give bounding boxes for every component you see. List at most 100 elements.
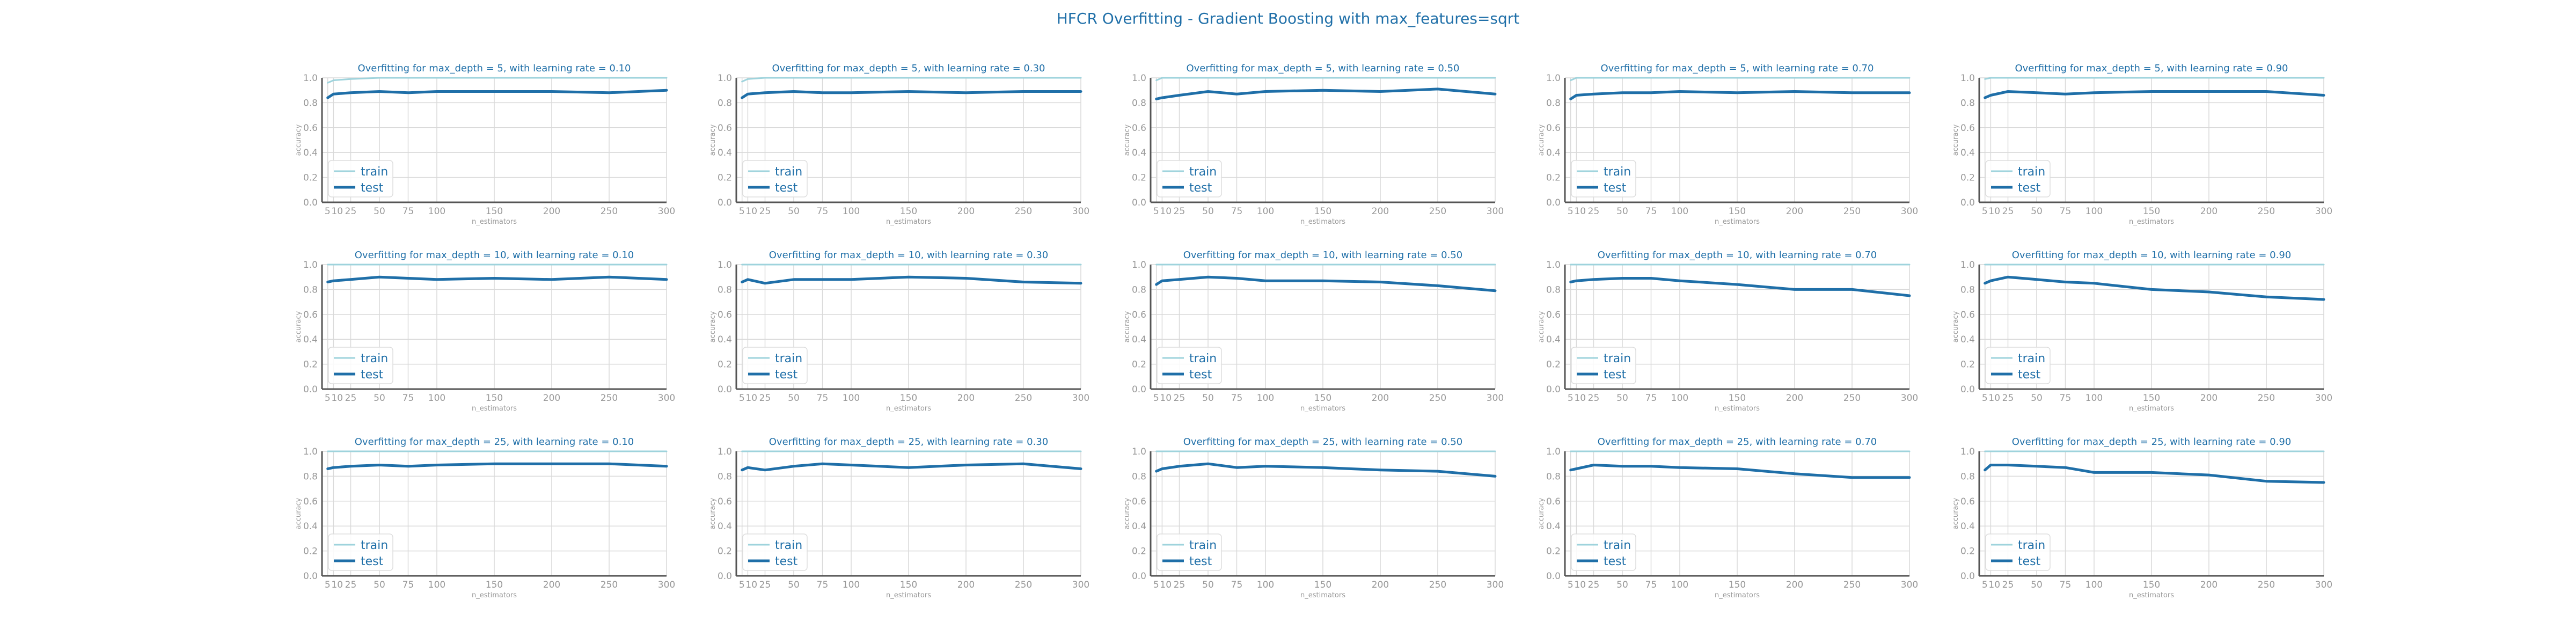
x-tick-label: 25 — [759, 206, 771, 217]
subplot-title: Overfitting for max_depth = 10, with lea… — [355, 250, 634, 261]
x-tick-label: 100 — [1257, 393, 1274, 404]
series-line-test — [1984, 90, 2325, 99]
x-tick-label: 50 — [788, 206, 800, 217]
x-tick-label: 10 — [1574, 393, 1586, 404]
x-tick-label: 5 — [325, 580, 331, 590]
x-tick-label: 100 — [1257, 206, 1274, 217]
x-tick-label: 10 — [745, 206, 757, 217]
y-tick-label: 0.2 — [1960, 173, 1975, 184]
x-tick-label: 300 — [2315, 580, 2332, 590]
y-tick-label: 0.8 — [1960, 284, 1975, 295]
y-tick-label: 0.8 — [718, 471, 732, 482]
series-line-test — [741, 90, 1082, 99]
subplot-9: 0.0 0.2 0.4 0.6 0.8 1.0 5 10 25 50 75 100 150 200 250 3… — [1538, 250, 1918, 413]
x-tick-label: 10 — [1988, 206, 2000, 217]
x-tick-label: 25 — [2002, 580, 2014, 590]
y-tick-label: 0.0 — [303, 384, 318, 395]
x-tick-label: 5 — [1568, 206, 1574, 217]
y-tick-label: 0.6 — [1132, 123, 1146, 134]
subplot-11: 0.0 0.2 0.4 0.6 0.8 1.0 5 10 25 50 75 100 150 200 250 3… — [295, 436, 675, 599]
x-axis-label: n_estimators — [886, 405, 931, 413]
y-axis-label: accuracy — [295, 497, 303, 529]
x-tick-label: 50 — [374, 393, 385, 404]
legend-label-test: test — [1604, 368, 1627, 382]
y-axis-label: accuracy — [1952, 124, 1960, 156]
legend-label-train: train — [361, 165, 388, 179]
x-tick-label: 75 — [2060, 393, 2072, 404]
y-tick-label: 0.6 — [1132, 310, 1146, 320]
x-tick-label: 300 — [1072, 206, 1089, 217]
subplot-13: 0.0 0.2 0.4 0.6 0.8 1.0 5 10 25 50 75 100 150 200 250 3… — [1123, 436, 1504, 599]
subplot-12: 0.0 0.2 0.4 0.6 0.8 1.0 5 10 25 50 75 100 150 200 250 3… — [709, 436, 1089, 599]
x-tick-label: 50 — [2031, 206, 2043, 217]
x-tick-label: 10 — [1160, 206, 1172, 217]
x-tick-label: 250 — [1843, 580, 1861, 590]
y-tick-label: 0.6 — [1546, 123, 1561, 134]
x-tick-label: 250 — [1429, 393, 1446, 404]
legend: train test — [1157, 160, 1222, 197]
x-tick-label: 25 — [1174, 206, 1185, 217]
x-tick-label: 50 — [2031, 580, 2043, 590]
series-line-test — [326, 89, 668, 99]
x-tick-label: 300 — [658, 393, 675, 404]
x-tick-label: 100 — [843, 580, 860, 590]
x-axis-label: n_estimators — [1300, 218, 1345, 226]
y-tick-label: 0.6 — [303, 123, 318, 134]
legend: train test — [1571, 347, 1636, 384]
legend-label-test: test — [361, 555, 384, 568]
x-tick-label: 150 — [486, 393, 503, 404]
x-axis-label: n_estimators — [472, 591, 517, 599]
y-tick-label: 0.0 — [718, 197, 732, 208]
x-tick-label: 100 — [1257, 580, 1274, 590]
series-line-test — [1155, 87, 1497, 100]
subplot-8: 0.0 0.2 0.4 0.6 0.8 1.0 5 10 25 50 75 100 150 200 250 3… — [1123, 250, 1504, 413]
x-tick-label: 150 — [486, 206, 503, 217]
series-line-test — [741, 275, 1082, 285]
legend: train test — [742, 347, 808, 384]
y-tick-label: 0.6 — [718, 310, 732, 320]
legend-label-train: train — [2018, 352, 2045, 365]
legend-label-test: test — [1189, 181, 1212, 195]
subplot-15: 0.0 0.2 0.4 0.6 0.8 1.0 5 10 25 50 75 100 150 200 250 3… — [1952, 436, 2332, 599]
y-tick-label: 0.6 — [718, 123, 732, 134]
x-tick-label: 5 — [1568, 393, 1574, 404]
x-tick-label: 50 — [1616, 206, 1628, 217]
x-axis-label: n_estimators — [2129, 405, 2174, 413]
y-tick-label: 0.8 — [1132, 98, 1146, 108]
y-tick-label: 0.8 — [1132, 284, 1146, 295]
legend-label-train: train — [775, 539, 802, 552]
x-tick-label: 300 — [1072, 393, 1089, 404]
x-tick-label: 10 — [1988, 580, 2000, 590]
y-tick-label: 1.0 — [303, 260, 318, 270]
x-tick-label: 250 — [601, 393, 618, 404]
y-tick-label: 0.8 — [1960, 98, 1975, 108]
series-line-test — [326, 275, 668, 283]
y-tick-label: 0.4 — [303, 148, 318, 158]
x-tick-label: 25 — [1588, 206, 1600, 217]
y-tick-label: 0.6 — [1546, 310, 1561, 320]
x-tick-label: 150 — [2143, 206, 2160, 217]
x-tick-label: 75 — [402, 580, 414, 590]
series-line-test — [741, 462, 1082, 472]
x-tick-label: 300 — [1901, 206, 1918, 217]
legend-label-test: test — [1604, 555, 1627, 568]
y-tick-label: 1.0 — [718, 260, 732, 270]
x-tick-label: 75 — [817, 393, 829, 404]
x-tick-label: 75 — [817, 206, 829, 217]
y-tick-label: 0.8 — [718, 98, 732, 108]
y-tick-label: 0.8 — [303, 98, 318, 108]
subplot-title: Overfitting for max_depth = 25, with lea… — [769, 436, 1049, 448]
y-tick-label: 1.0 — [1546, 447, 1561, 457]
y-tick-label: 0.6 — [1960, 496, 1975, 507]
y-axis-label: accuracy — [709, 497, 717, 529]
x-tick-label: 150 — [1729, 580, 1746, 590]
legend: train test — [1985, 160, 2051, 197]
x-tick-label: 5 — [325, 393, 331, 404]
x-tick-label: 150 — [2143, 580, 2160, 590]
y-tick-label: 1.0 — [718, 447, 732, 457]
x-axis-label: n_estimators — [886, 218, 931, 226]
y-tick-label: 1.0 — [1546, 73, 1561, 84]
y-tick-label: 0.4 — [1132, 334, 1146, 345]
x-tick-label: 150 — [900, 206, 917, 217]
series-line-test — [326, 462, 668, 470]
